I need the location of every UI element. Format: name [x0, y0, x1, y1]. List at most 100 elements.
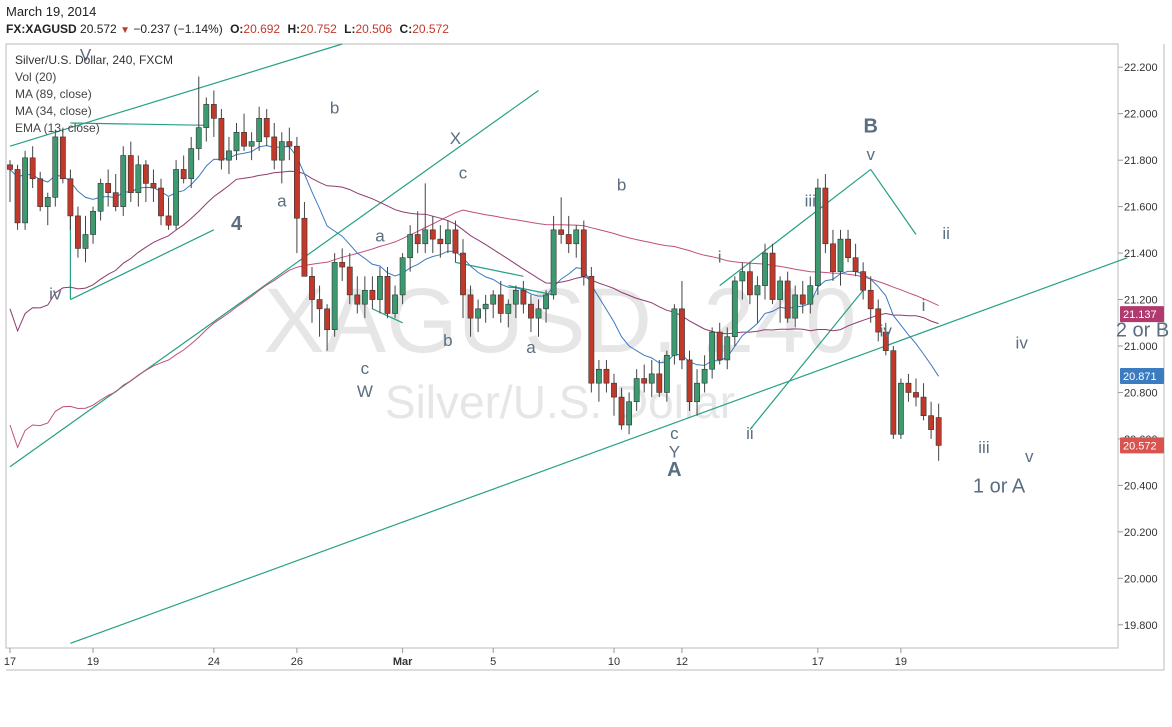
candle-body[interactable]	[920, 396, 927, 416]
candle-body[interactable]	[286, 141, 293, 147]
candle-body[interactable]	[90, 210, 96, 235]
candle-body[interactable]	[731, 280, 738, 338]
candle-body[interactable]	[44, 197, 51, 207]
candle-body[interactable]	[399, 257, 406, 296]
trendline[interactable]	[719, 168, 872, 287]
candle-body[interactable]	[150, 183, 157, 189]
candle-body[interactable]	[935, 417, 942, 446]
candle-body[interactable]	[822, 187, 829, 245]
candle-body[interactable]	[762, 252, 768, 286]
candle-body[interactable]	[278, 141, 285, 161]
candle-body[interactable]	[595, 368, 602, 384]
candle-body[interactable]	[324, 308, 330, 331]
candle-body[interactable]	[882, 331, 889, 351]
candle-body[interactable]	[97, 183, 104, 212]
candle-body[interactable]	[422, 229, 429, 245]
candle-body[interactable]	[701, 368, 708, 384]
candle-body[interactable]	[784, 280, 791, 319]
candle-body[interactable]	[226, 150, 232, 161]
candle-body[interactable]	[112, 192, 119, 207]
candle-body[interactable]	[611, 382, 617, 398]
candle-body[interactable]	[746, 271, 753, 296]
candle-body[interactable]	[550, 229, 557, 296]
candle-body[interactable]	[633, 378, 640, 403]
candle-body[interactable]	[905, 382, 912, 393]
candle-body[interactable]	[233, 131, 240, 152]
candle-body[interactable]	[14, 169, 21, 224]
candle-body[interactable]	[777, 280, 783, 300]
candle-body[interactable]	[460, 252, 466, 296]
candle-body[interactable]	[316, 299, 323, 310]
candle-body[interactable]	[369, 289, 376, 300]
symbol-label[interactable]: FX:XAGUSD	[6, 22, 77, 36]
candle-body[interactable]	[346, 266, 353, 296]
candle-body[interactable]	[739, 271, 746, 282]
candle-body[interactable]	[143, 164, 149, 184]
candle-body[interactable]	[354, 294, 361, 305]
candle-body[interactable]	[309, 276, 315, 300]
candle-body[interactable]	[626, 401, 632, 426]
candle-body[interactable]	[709, 331, 716, 370]
trendline[interactable]	[9, 89, 539, 468]
trendline[interactable]	[70, 122, 207, 126]
candle-body[interactable]	[105, 183, 112, 193]
trendline[interactable]	[870, 169, 917, 235]
candle-body[interactable]	[210, 104, 217, 119]
candle-body[interactable]	[694, 382, 700, 403]
candle-body[interactable]	[860, 271, 867, 291]
candle-body[interactable]	[814, 187, 821, 286]
candle-body[interactable]	[59, 136, 66, 180]
candle-body[interactable]	[241, 131, 247, 147]
candle-body[interactable]	[37, 178, 44, 207]
candle-body[interactable]	[897, 382, 904, 435]
candle-body[interactable]	[497, 294, 504, 314]
candle-body[interactable]	[724, 336, 731, 361]
candle-body[interactable]	[452, 229, 459, 254]
candle-body[interactable]	[158, 187, 164, 217]
candle-body[interactable]	[188, 148, 195, 180]
candle-body[interactable]	[135, 164, 142, 193]
candle-body[interactable]	[565, 234, 572, 245]
candle-body[interactable]	[256, 118, 263, 142]
candle-body[interactable]	[543, 294, 549, 310]
candle-body[interactable]	[29, 157, 36, 180]
trendline[interactable]	[455, 261, 524, 277]
candle-body[interactable]	[928, 415, 934, 430]
candle-body[interactable]	[271, 136, 278, 161]
candle-body[interactable]	[384, 276, 391, 314]
candle-body[interactable]	[618, 396, 625, 426]
candle-body[interactable]	[195, 127, 202, 149]
candle-body[interactable]	[648, 373, 655, 384]
candle-body[interactable]	[407, 234, 414, 259]
candle-body[interactable]	[754, 285, 761, 296]
candle-body[interactable]	[293, 145, 300, 219]
candle-body[interactable]	[535, 308, 542, 319]
candle-body[interactable]	[444, 229, 451, 245]
candle-body[interactable]	[573, 229, 580, 245]
trendline[interactable]	[749, 289, 864, 431]
candle-body[interactable]	[82, 234, 89, 249]
candle-body[interactable]	[392, 294, 398, 314]
candle-body[interactable]	[807, 285, 814, 305]
candle-body[interactable]	[173, 169, 179, 226]
candle-body[interactable]	[558, 229, 565, 235]
candle-body[interactable]	[331, 262, 338, 331]
candle-body[interactable]	[852, 257, 859, 272]
candle-body[interactable]	[482, 303, 489, 310]
candle-body[interactable]	[890, 350, 897, 435]
candle-body[interactable]	[663, 354, 670, 393]
candle-body[interactable]	[845, 238, 851, 259]
candle-body[interactable]	[656, 373, 663, 393]
candle-body[interactable]	[301, 217, 308, 277]
candle-body[interactable]	[867, 289, 874, 310]
candle-body[interactable]	[127, 155, 134, 193]
candle-body[interactable]	[437, 238, 444, 245]
candle-body[interactable]	[361, 289, 368, 305]
candle-body[interactable]	[165, 215, 172, 226]
candle-body[interactable]	[475, 308, 481, 319]
candle-body[interactable]	[467, 294, 474, 319]
candle-body[interactable]	[414, 234, 421, 245]
candle-body[interactable]	[203, 104, 210, 128]
trendline[interactable]	[70, 229, 215, 301]
